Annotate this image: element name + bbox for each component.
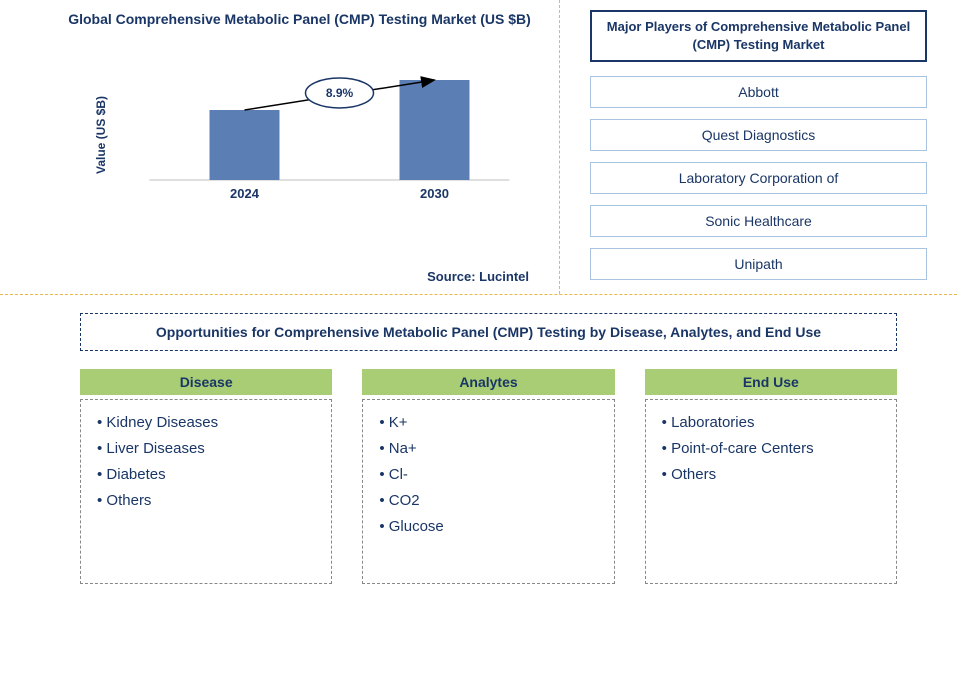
bar-chart-svg: 2024 2030 8.9% (100, 50, 539, 220)
chart-panel: Global Comprehensive Metabolic Panel (CM… (0, 0, 560, 294)
category-item: • Na+ (379, 440, 597, 457)
opportunities-title: Opportunities for Comprehensive Metaboli… (80, 313, 897, 351)
bar-2024 (210, 110, 280, 180)
top-section: Global Comprehensive Metabolic Panel (CM… (0, 0, 957, 295)
chart-area: Value (US $B) 202420308.9% (100, 50, 539, 220)
player-item: Unipath (590, 248, 927, 280)
players-panel: Major Players of Comprehensive Metabolic… (560, 0, 957, 294)
player-item: Quest Diagnostics (590, 119, 927, 151)
bar-2030 (400, 80, 470, 180)
category-column: End Use • Laboratories • Point-of-care Cen… (645, 369, 897, 584)
category-body: • Kidney Diseases • Liver Diseases • Diabe… (80, 399, 332, 584)
y-axis-label: Value (US $B) (94, 96, 108, 174)
category-header: Disease (80, 369, 332, 395)
category-header: Analytes (362, 369, 614, 395)
category-item: • Others (97, 492, 315, 509)
category-column: Analytes • K+ • Na+ • Cl- • CO2 • Glucose (362, 369, 614, 584)
bar-label-2030: 2030 (420, 186, 449, 201)
player-item: Abbott (590, 76, 927, 108)
bar-label-2024: 2024 (230, 186, 260, 201)
category-column: Disease • Kidney Diseases • Liver Diseases… (80, 369, 332, 584)
players-list: Abbott Quest Diagnostics Laboratory Corpor… (590, 76, 927, 280)
category-item: • Liver Diseases (97, 440, 315, 457)
source-label: Source: Lucintel (427, 269, 529, 284)
category-body: • Laboratories • Point-of-care Centers • O… (645, 399, 897, 584)
players-title: Major Players of Comprehensive Metabolic… (590, 10, 927, 62)
growth-label: 8.9% (326, 86, 354, 100)
category-item: • Others (662, 466, 880, 483)
category-item: • Point-of-care Centers (662, 440, 880, 457)
category-item: • Cl- (379, 466, 597, 483)
player-item: Laboratory Corporation of (590, 162, 927, 194)
category-header: End Use (645, 369, 897, 395)
player-item: Sonic Healthcare (590, 205, 927, 237)
category-body: • K+ • Na+ • Cl- • CO2 • Glucose (362, 399, 614, 584)
category-item: • Kidney Diseases (97, 414, 315, 431)
category-item: • Glucose (379, 518, 597, 535)
category-item: • CO2 (379, 492, 597, 509)
category-item: • Diabetes (97, 466, 315, 483)
category-item: • Laboratories (662, 414, 880, 431)
bottom-section: Opportunities for Comprehensive Metaboli… (0, 295, 957, 604)
chart-title: Global Comprehensive Metabolic Panel (CM… (60, 10, 539, 30)
category-item: • K+ (379, 414, 597, 431)
categories-row: Disease • Kidney Diseases • Liver Diseases… (80, 369, 897, 584)
